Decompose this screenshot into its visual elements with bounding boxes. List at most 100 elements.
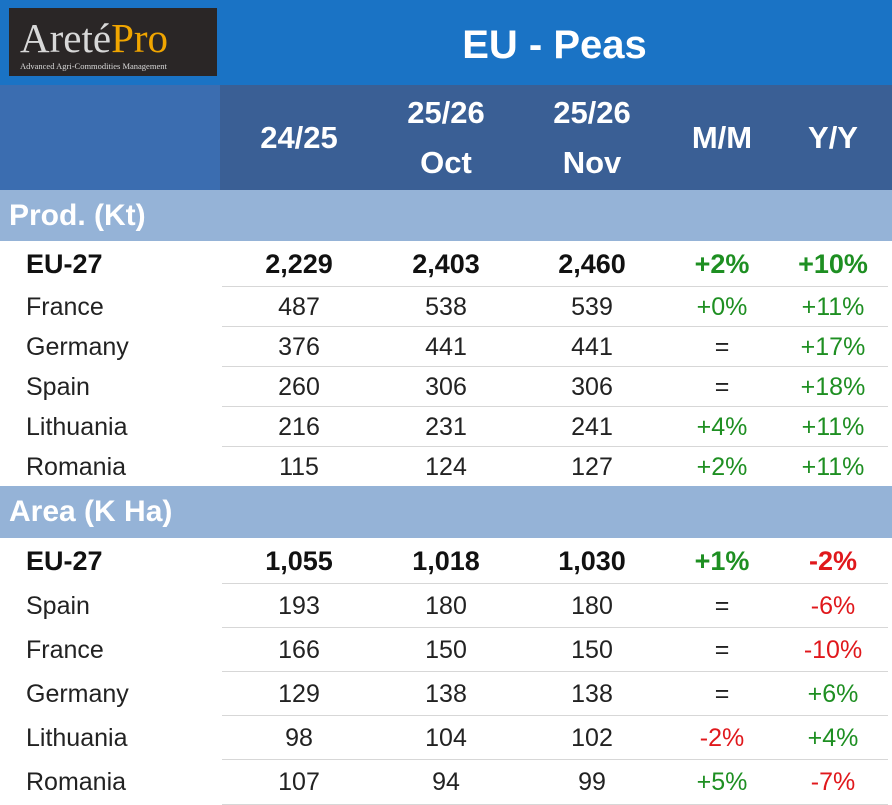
column-header-line: 24/25 [260,119,338,155]
row-label: EU-27 [26,545,103,576]
value-25-26-nov: 138 [571,679,613,708]
row-label: Romania [26,768,127,796]
value-25-26-nov: 99 [578,768,606,796]
change-y-y: +11% [801,412,865,441]
value-25-26-oct: 2,403 [412,248,480,279]
table-row: Germany 129 138 138 = +6% [0,672,892,716]
column-header-25-26-oct: 25/26 Oct [376,85,516,190]
value-25-26-oct: 538 [425,292,467,321]
value-25-26-nov: 306 [571,372,613,401]
column-header-subline: Nov [562,144,622,180]
change-y-y: +11% [801,452,865,481]
logo-wordmark: Areté [20,15,112,61]
value-25-26-oct: 94 [432,768,460,796]
column-header-row: 24/25 25/26 Oct 25/26 Nov M/M Y/Y [0,85,892,190]
row-divider [222,583,888,584]
change-m-m: +2% [694,248,750,279]
change-y-y: +18% [800,372,866,401]
value-25-26-nov: 241 [571,412,613,441]
value-24-25: 98 [285,723,313,752]
value-25-26-oct: 306 [425,372,467,401]
value-25-26-oct: 441 [425,332,467,361]
value-24-25: 216 [278,412,320,441]
value-24-25: 129 [278,679,320,708]
row-divider [222,286,888,287]
table-row: Spain 193 180 180 = -6% [0,584,892,628]
row-label: EU-27 [26,248,103,279]
value-25-26-oct: 124 [425,452,467,481]
section-header: Prod. (Kt) [0,190,892,241]
change-m-m: = [714,591,730,620]
row-label: France [26,635,104,664]
change-m-m: = [714,635,730,664]
change-m-m: +1% [694,545,750,576]
change-m-m: +5% [696,768,748,796]
change-m-m: +2% [696,452,748,481]
row-label: Lithuania [26,412,128,441]
change-y-y: -10% [803,635,863,664]
row-label: Romania [26,452,127,481]
row-label: Spain [26,591,90,620]
column-header-line: Y/Y [808,119,858,155]
value-25-26-nov: 1,030 [558,545,626,576]
value-25-26-oct: 180 [425,591,467,620]
change-m-m: +0% [696,292,748,321]
table-row: Germany 376 441 441 = +17% [0,327,892,367]
value-24-25: 115 [279,452,319,481]
table-row: EU-27 1,055 1,018 1,030 +1% -2% [0,538,892,584]
value-24-25: 376 [278,332,320,361]
row-divider [222,446,888,447]
table-row: Lithuania 216 231 241 +4% +11% [0,407,892,447]
table-row: EU-27 2,229 2,403 2,460 +2% +10% [0,241,892,287]
value-25-26-nov: 180 [571,591,613,620]
value-25-26-oct: 231 [425,412,467,441]
row-label: France [26,292,104,321]
change-m-m: = [714,332,730,361]
table-row: France 166 150 150 = -10% [0,628,892,672]
value-24-25: 260 [278,372,320,401]
column-header-24-25: 24/25 [229,85,369,190]
value-25-26-nov: 539 [571,292,613,321]
column-header-line: 25/26 [407,94,485,130]
table-row: Romania 107 94 99 +5% -7% [0,760,892,805]
change-m-m: = [714,372,730,401]
column-header-line: M/M [691,119,753,155]
value-25-26-nov: 2,460 [558,248,626,279]
row-label: Germany [26,679,129,708]
value-24-25: 193 [278,591,320,620]
change-y-y: -6% [810,591,856,620]
value-25-26-oct: 1,018 [412,545,480,576]
value-24-25: 2,229 [265,248,333,279]
row-divider [222,715,888,716]
change-y-y: -2% [808,545,857,576]
value-24-25: 487 [278,292,320,321]
value-25-26-oct: 138 [425,679,467,708]
column-header-y-y: Y/Y [772,85,892,190]
change-m-m: = [714,679,730,708]
change-y-y: +17% [800,332,866,361]
section-title: Prod. (Kt) [9,199,146,232]
row-divider [222,671,888,672]
value-24-25: 107 [278,768,320,796]
aretepro-logo: AretéPro Advanced Agri-Commodities Manag… [9,8,217,76]
change-y-y: +11% [801,292,865,321]
section-header: Area (K Ha) [0,486,892,538]
title-bar: AretéPro Advanced Agri-Commodities Manag… [0,0,892,85]
row-label: Lithuania [26,723,128,752]
logo-tagline: Advanced Agri-Commodities Management [20,61,167,71]
value-25-26-oct: 150 [425,635,467,664]
value-25-26-nov: 150 [571,635,613,664]
table-row: Romania 115 124 127 +2% +11% [0,447,892,487]
column-header-subline: Oct [420,144,472,180]
row-divider [222,627,888,628]
change-y-y: -7% [810,768,856,796]
row-label: Germany [26,332,129,361]
row-divider [222,326,888,327]
value-25-26-nov: 102 [571,723,613,752]
table-row: Spain 260 306 306 = +18% [0,367,892,407]
change-y-y: +6% [807,679,859,708]
row-label: Spain [26,372,90,401]
change-y-y: +10% [798,248,868,279]
table-row: France 487 538 539 +0% +11% [0,287,892,327]
